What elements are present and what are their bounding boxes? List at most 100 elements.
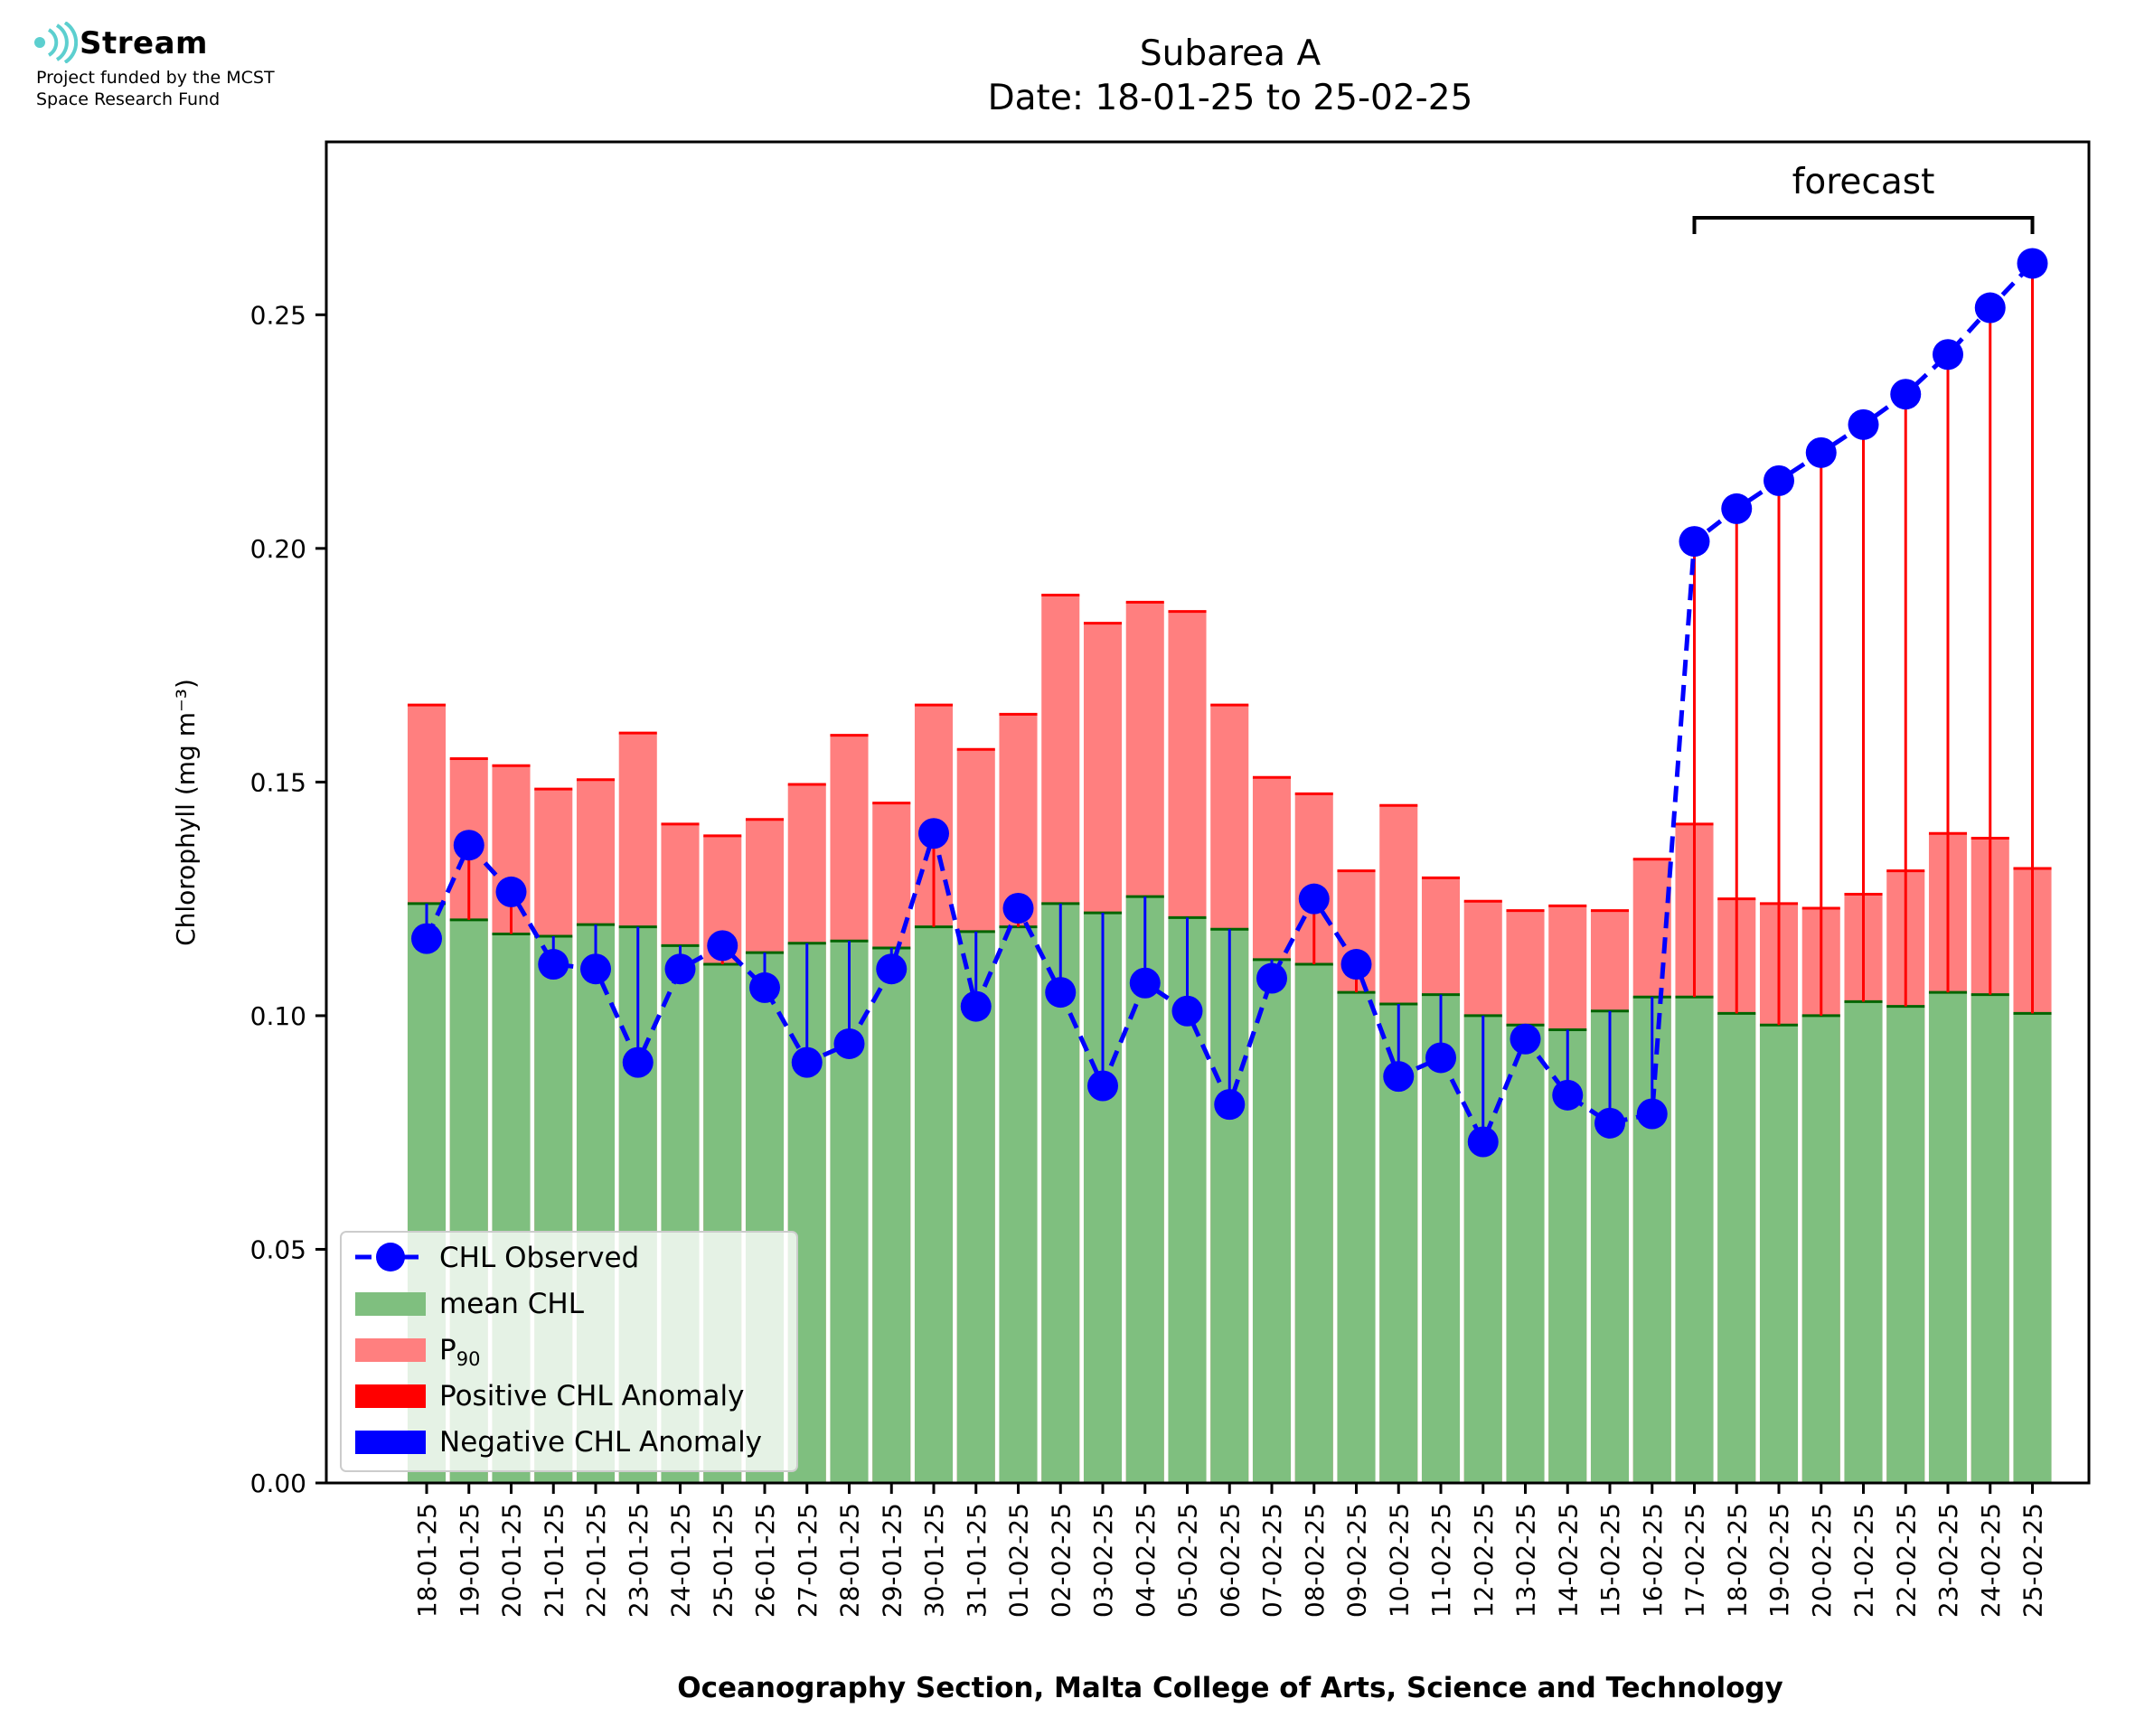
observed-point	[2017, 248, 2048, 279]
mean-bar	[1506, 1025, 1545, 1483]
observed-point	[791, 1046, 823, 1078]
x-tick-label: 06-02-25	[1215, 1503, 1245, 1618]
y-tick-label: 0.20	[250, 534, 306, 564]
x-tick-label: 26-01-25	[750, 1503, 780, 1618]
x-tick-label: 24-01-25	[666, 1503, 696, 1618]
bars-layer	[407, 594, 2052, 1483]
mean-bar	[1759, 1025, 1799, 1483]
y-tick-label: 0.10	[250, 1001, 306, 1031]
mean-bar	[1717, 1013, 1756, 1483]
x-tick-label: 10-02-25	[1384, 1503, 1414, 1618]
legend-swatch-p90	[355, 1338, 426, 1362]
legend-entry-p90: P90	[355, 1334, 480, 1370]
observed-point	[1340, 949, 1372, 981]
observed-point	[1171, 995, 1203, 1027]
legend-swatch-mean	[355, 1292, 426, 1316]
y-tick-label: 0.05	[250, 1234, 306, 1264]
x-tick-label: 19-01-25	[455, 1503, 484, 1618]
x-tick-label: 17-02-25	[1680, 1503, 1710, 1618]
x-tick-label: 20-02-25	[1807, 1503, 1837, 1618]
x-tick-label: 15-02-25	[1595, 1503, 1625, 1618]
logo-tagline-line-1: Project funded by the MCST	[36, 68, 275, 88]
mean-bar	[1971, 994, 2009, 1483]
chart-subtitle: Date: 18-01-25 to 25-02-25	[988, 78, 1473, 118]
observed-point	[1045, 977, 1077, 1009]
legend-marker-observed	[376, 1243, 405, 1272]
x-tick-label: 23-01-25	[624, 1503, 654, 1618]
observed-line-layer	[411, 248, 2048, 1158]
legend: CHL Observed mean CHL P90 Positive CHL A…	[340, 1231, 798, 1472]
y-axis: 0.00 0.05 0.10 0.15 0.20 0.25	[250, 300, 326, 1498]
observed-point	[1933, 339, 1963, 371]
x-tick-label: 19-02-25	[1764, 1503, 1794, 1618]
observed-point	[1890, 379, 1922, 410]
observed-point	[538, 949, 569, 981]
observed-point	[664, 953, 696, 985]
mean-bar	[1337, 992, 1376, 1483]
legend-swatch-negative	[355, 1431, 426, 1454]
mean-bar	[956, 931, 995, 1483]
x-tick-label: 31-01-25	[962, 1503, 992, 1618]
observed-point	[1721, 493, 1753, 524]
x-tick-label: 27-01-25	[793, 1503, 823, 1618]
mean-bar	[999, 926, 1038, 1483]
x-tick-label: 25-02-25	[2018, 1503, 2048, 1618]
observed-point	[453, 830, 484, 861]
legend-entry-observed: CHL Observed	[355, 1242, 639, 1274]
x-tick-label: 22-02-25	[1891, 1503, 1921, 1618]
x-tick-label: 25-01-25	[708, 1503, 738, 1618]
stream-waves-icon	[34, 21, 79, 64]
mean-bar	[1252, 959, 1292, 1483]
observed-point	[707, 930, 738, 962]
y-axis-label: Chlorophyll (mg m⁻³)	[171, 679, 201, 946]
observed-point	[1764, 464, 1794, 496]
mean-bar	[1928, 992, 1968, 1483]
forecast-annotation: forecast	[1692, 162, 2035, 234]
observed-point	[1679, 526, 1710, 558]
observed-point	[1848, 408, 1879, 440]
observed-point	[918, 818, 949, 849]
x-tick-label: 18-01-25	[412, 1503, 442, 1618]
mean-bar	[872, 947, 911, 1483]
observed-point	[1425, 1042, 1456, 1074]
observed-point	[749, 971, 780, 1003]
x-tick-label: 12-02-25	[1469, 1503, 1499, 1618]
logo-name: Stream	[80, 25, 208, 61]
legend-label-negative: Negative CHL Anomaly	[439, 1426, 762, 1459]
x-tick-label: 16-02-25	[1638, 1503, 1668, 1618]
observed-point	[622, 1046, 654, 1078]
x-tick-label: 11-02-25	[1426, 1503, 1456, 1618]
legend-label-p90: P90	[439, 1334, 480, 1370]
logo-tagline-line-2: Space Research Fund	[36, 89, 221, 109]
legend-entry-mean: mean CHL	[355, 1288, 585, 1320]
logo: Stream Project funded by the MCST Space …	[33, 21, 275, 109]
logo-tagline: Project funded by the MCST Space Researc…	[36, 67, 275, 110]
mean-bar	[914, 926, 954, 1483]
observed-point	[1467, 1126, 1499, 1158]
x-tick-label: 21-02-25	[1849, 1503, 1879, 1618]
observed-point	[1214, 1089, 1246, 1121]
observed-point	[1256, 962, 1287, 994]
x-tick-label: 29-01-25	[877, 1503, 907, 1618]
x-tick-label: 04-02-25	[1131, 1503, 1161, 1618]
plot-frame	[325, 140, 2091, 1485]
forecast-bracket	[1692, 216, 2035, 234]
observed-point	[1805, 436, 1837, 468]
mean-bar	[1421, 994, 1461, 1483]
observed-point	[1974, 292, 2006, 324]
mean-bar	[1844, 1001, 1883, 1483]
forecast-label: forecast	[1792, 162, 1935, 202]
observed-point	[1298, 883, 1330, 915]
y-tick-label: 0.25	[250, 300, 306, 330]
x-tick-label: 13-02-25	[1511, 1503, 1541, 1618]
legend-box	[340, 1231, 798, 1472]
x-tick-label: 20-01-25	[497, 1503, 527, 1618]
x-tick-label: 21-01-25	[539, 1503, 569, 1618]
x-tick-label: 23-02-25	[1933, 1503, 1963, 1618]
x-tick-label: 24-02-25	[1976, 1503, 2006, 1618]
x-tick-label: 03-02-25	[1088, 1503, 1118, 1618]
observed-point	[1087, 1070, 1118, 1102]
x-tick-label: 18-02-25	[1722, 1503, 1752, 1618]
mean-bar	[1294, 964, 1333, 1483]
mean-bar	[2013, 1013, 2052, 1483]
